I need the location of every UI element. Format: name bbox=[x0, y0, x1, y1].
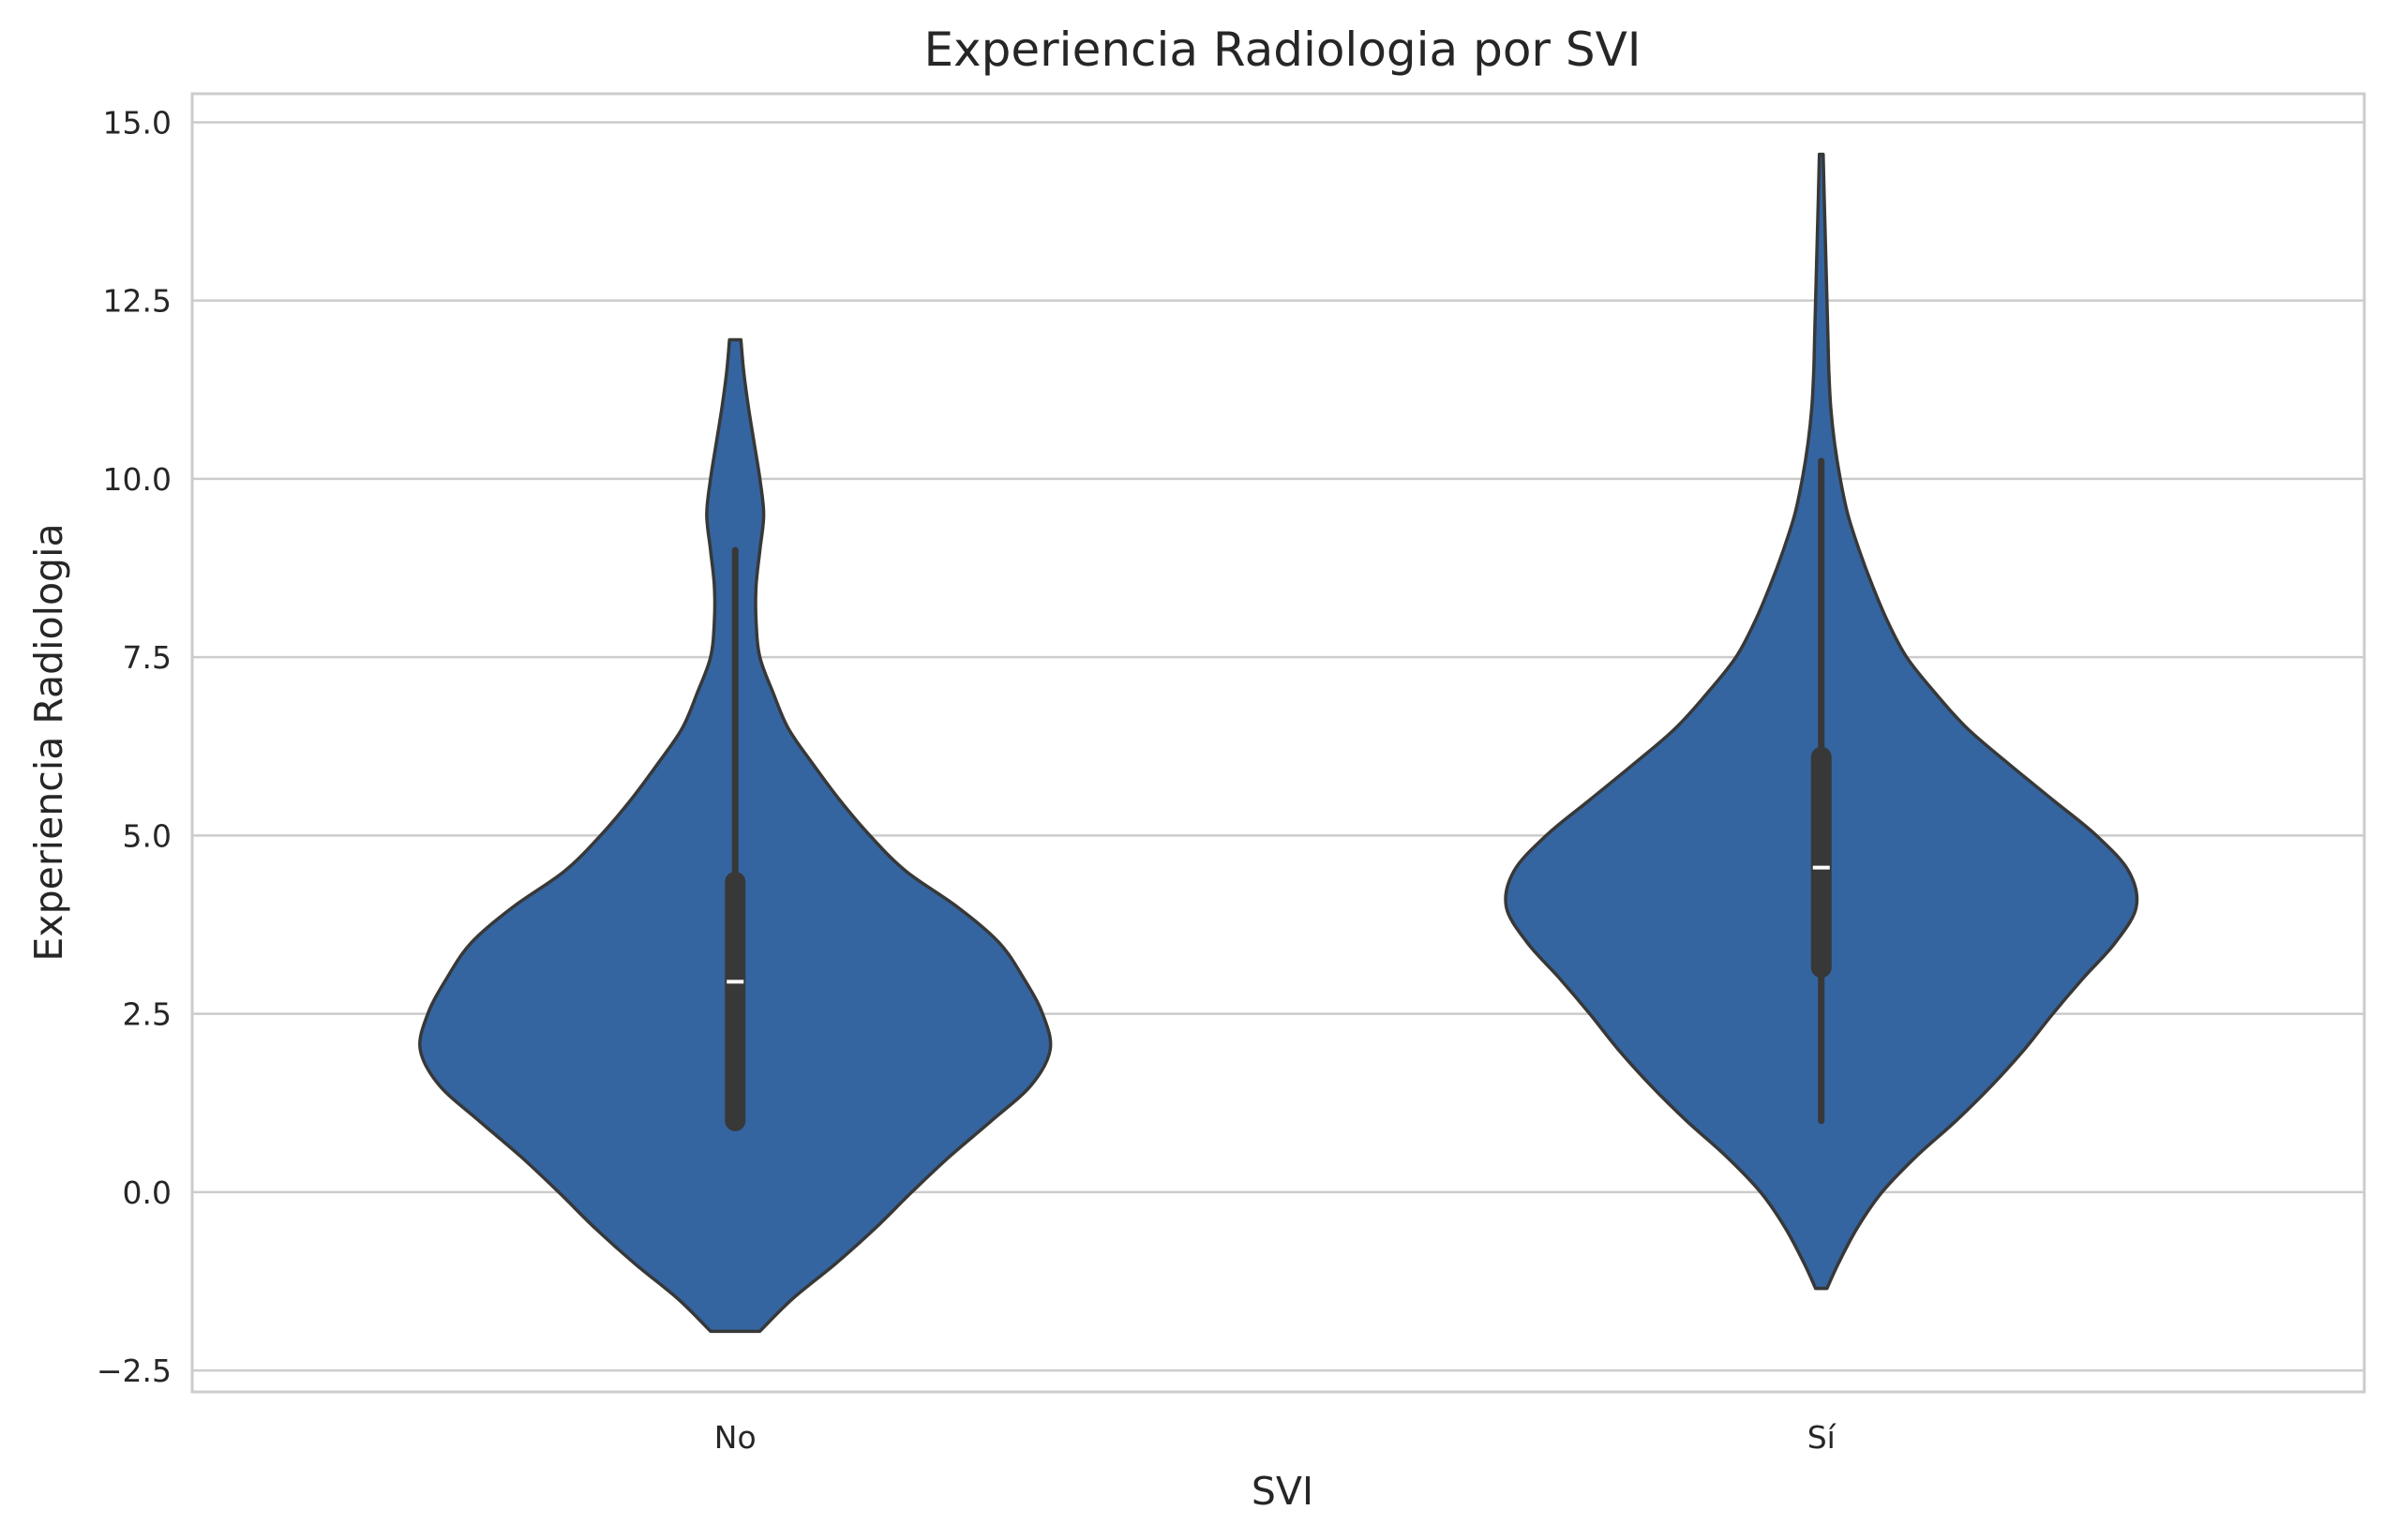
plot-frame bbox=[190, 92, 2366, 1394]
y-tick-label: 5.0 bbox=[123, 817, 172, 854]
y-tick-label: 12.5 bbox=[103, 283, 172, 320]
violin-no bbox=[418, 337, 1053, 1334]
x-axis-label: SVI bbox=[1252, 1469, 1313, 1514]
grid-layer bbox=[192, 121, 2364, 1372]
y-tick-labels: −2.5 0.0 2.5 5.0 7.5 10.0 12.5 15.0 bbox=[97, 104, 172, 1389]
chart-title: Experiencia Radiologia por SVI bbox=[923, 22, 1641, 77]
violin-layer bbox=[418, 152, 2139, 1334]
y-tick-label: 10.0 bbox=[103, 461, 172, 498]
y-axis-label: Experiencia Radiologia bbox=[26, 523, 71, 961]
y-tick-label: 7.5 bbox=[123, 639, 172, 676]
x-tick-label: Sí bbox=[1807, 1419, 1837, 1456]
y-tick-label: 15.0 bbox=[103, 104, 172, 141]
y-tick-label: 2.5 bbox=[123, 996, 172, 1033]
x-tick-label: No bbox=[714, 1419, 757, 1456]
y-tick-label: −2.5 bbox=[97, 1353, 172, 1389]
violin-si bbox=[1504, 152, 2139, 1291]
x-tick-labels: No Sí bbox=[714, 1419, 1837, 1456]
y-tick-label: 0.0 bbox=[123, 1174, 172, 1211]
